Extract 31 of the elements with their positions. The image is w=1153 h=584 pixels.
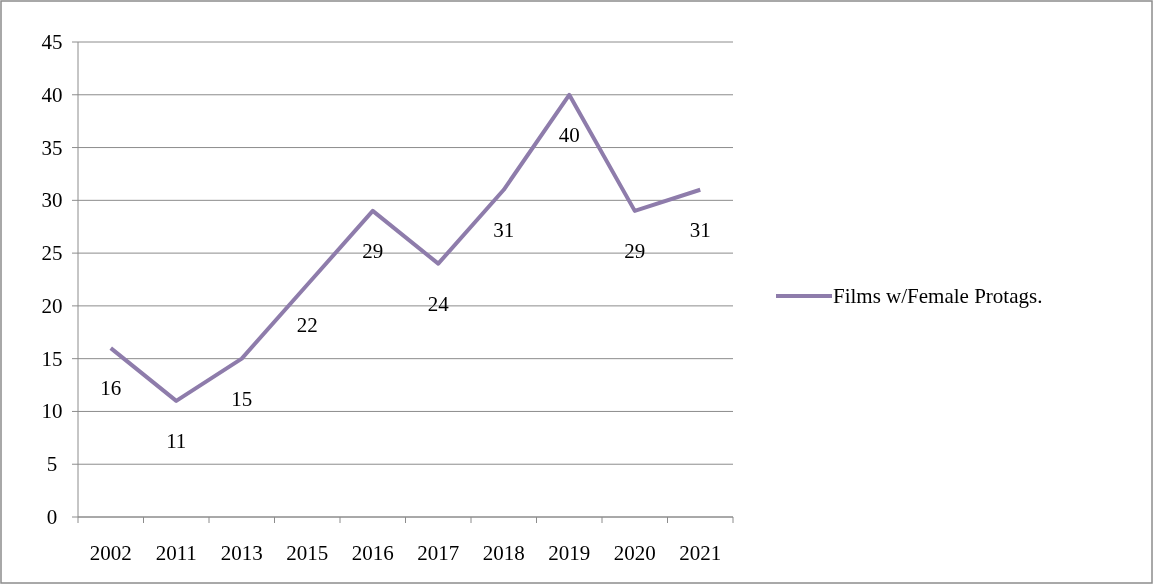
x-tick-label: 2015 bbox=[286, 541, 329, 565]
y-tick-label: 30 bbox=[41, 188, 63, 213]
x-tick-label: 2011 bbox=[155, 541, 197, 565]
x-tick-label: 2019 bbox=[548, 541, 591, 565]
x-tick-label: 2021 bbox=[679, 541, 722, 565]
data-label: 16 bbox=[100, 376, 122, 401]
data-label: 24 bbox=[427, 291, 450, 316]
y-tick-label: 45 bbox=[41, 30, 63, 54]
y-tick-label: 15 bbox=[41, 346, 63, 371]
y-tick-label: 0 bbox=[46, 505, 58, 529]
x-tick-label: 2013 bbox=[220, 541, 263, 565]
y-tick-label: 10 bbox=[41, 399, 63, 424]
y-tick-label: 20 bbox=[41, 293, 63, 318]
data-label: 31 bbox=[689, 217, 711, 242]
y-tick-label: 35 bbox=[41, 135, 63, 160]
data-label: 11 bbox=[166, 428, 187, 453]
x-tick-label: 2002 bbox=[89, 541, 132, 565]
data-label: 29 bbox=[362, 238, 384, 263]
data-label: 31 bbox=[493, 217, 515, 242]
y-tick-label: 5 bbox=[46, 452, 58, 477]
y-tick-label: 40 bbox=[41, 82, 63, 107]
x-tick-label: 2017 bbox=[417, 541, 460, 565]
data-label: 15 bbox=[231, 386, 253, 411]
legend-label: Films w/Female Protags. bbox=[833, 284, 1043, 308]
x-tick-label: 2020 bbox=[613, 541, 656, 565]
x-tick-label: 2018 bbox=[482, 541, 525, 565]
data-label: 40 bbox=[558, 122, 580, 147]
data-label: 22 bbox=[296, 312, 318, 337]
x-tick-label: 2016 bbox=[351, 541, 394, 565]
y-tick-label: 25 bbox=[41, 241, 63, 266]
data-label: 29 bbox=[624, 238, 646, 263]
